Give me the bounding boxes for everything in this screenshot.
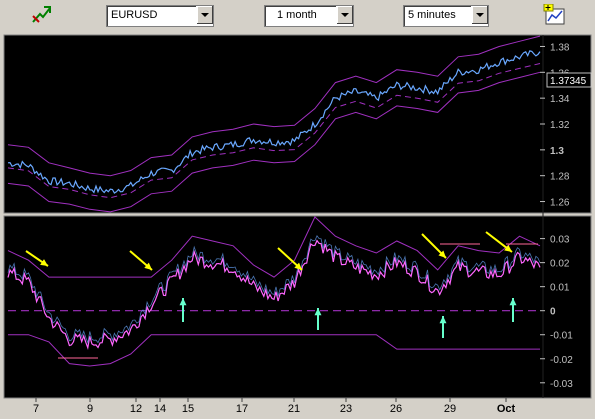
middle-band-line xyxy=(7,63,541,199)
symbol-value: EURUSD xyxy=(111,9,158,21)
indicator-series-line xyxy=(7,239,541,350)
x-tick-label: 17 xyxy=(236,403,248,415)
indicator-tick-label: 0.03 xyxy=(550,235,570,246)
price-layer xyxy=(7,35,541,213)
indicator-shadow-line xyxy=(7,235,541,345)
indicator-tick-label: -0.01 xyxy=(550,331,573,342)
price-series-line xyxy=(7,50,541,194)
symbol-select[interactable]: EURUSD xyxy=(106,5,214,27)
price-tick-label: 1.32 xyxy=(550,120,570,131)
indicator-tick-label: 0.01 xyxy=(550,283,570,294)
down-arrow-icon-head xyxy=(504,244,512,252)
toolbar: EURUSD 1 month 5 minutes xyxy=(0,0,595,30)
up-arrow-icon-head xyxy=(439,316,447,324)
range-value: 1 month xyxy=(277,9,317,21)
indicator-panel xyxy=(3,215,592,399)
indicator-layer xyxy=(7,216,541,367)
interval-select[interactable]: 5 minutes xyxy=(403,5,489,27)
price-tick-label: 1.34 xyxy=(550,94,570,105)
chevron-down-icon xyxy=(476,13,484,17)
price-tick-label: 1.26 xyxy=(550,198,570,209)
indicator-tick-label: -0.03 xyxy=(550,379,573,390)
symbol-dropdown-button[interactable] xyxy=(196,6,213,24)
price-tick-label: 1.28 xyxy=(550,172,570,183)
x-tick-label: 21 xyxy=(288,403,300,415)
range-select[interactable]: 1 month xyxy=(264,5,354,27)
axis-layer: 1.381.361.341.321.31.281.260.030.020.010… xyxy=(33,42,573,415)
last-price-badge xyxy=(546,72,592,88)
down-arrow-icon-head xyxy=(40,259,48,266)
x-tick-label: Oct xyxy=(497,403,516,415)
indicator-tick-label: -0.02 xyxy=(550,355,573,366)
down-arrow-icon-head xyxy=(438,250,446,258)
lower-band-line xyxy=(7,71,541,213)
chevron-down-icon xyxy=(201,13,209,17)
x-tick-label: 9 xyxy=(87,403,93,415)
indicator-tick-label: 0.02 xyxy=(550,259,570,270)
x-tick-label: 29 xyxy=(444,403,456,415)
x-tick-label: 7 xyxy=(33,403,39,415)
indicator-upper-band xyxy=(7,216,541,278)
price-tick-label: 1.3 xyxy=(550,146,564,157)
x-tick-label: 12 xyxy=(130,403,142,415)
price-panel xyxy=(3,34,592,214)
interval-value: 5 minutes xyxy=(408,9,456,21)
interval-dropdown-button[interactable] xyxy=(471,6,488,24)
upper-band-line xyxy=(7,35,541,177)
pointer-tool-icon[interactable] xyxy=(30,4,54,26)
chart-settings-icon[interactable] xyxy=(543,4,567,26)
down-arrow-icon-head xyxy=(294,262,302,270)
indicator-lower-band xyxy=(8,334,540,367)
indicator-tick-label: 0 xyxy=(550,307,556,318)
up-arrow-icon-head xyxy=(509,298,517,306)
up-arrow-icon-head xyxy=(314,308,322,316)
x-tick-label: 26 xyxy=(390,403,402,415)
up-arrow-icon-head xyxy=(179,298,187,306)
price-tick-label: 1.38 xyxy=(550,42,570,53)
x-tick-label: 23 xyxy=(340,403,352,415)
last-price-label: 1.37345 xyxy=(550,76,587,87)
chevron-down-icon xyxy=(341,13,349,17)
x-tick-label: 14 xyxy=(154,403,166,415)
range-dropdown-button[interactable] xyxy=(336,6,353,24)
x-tick-label: 15 xyxy=(182,403,194,415)
down-arrow-icon-head xyxy=(144,262,152,270)
